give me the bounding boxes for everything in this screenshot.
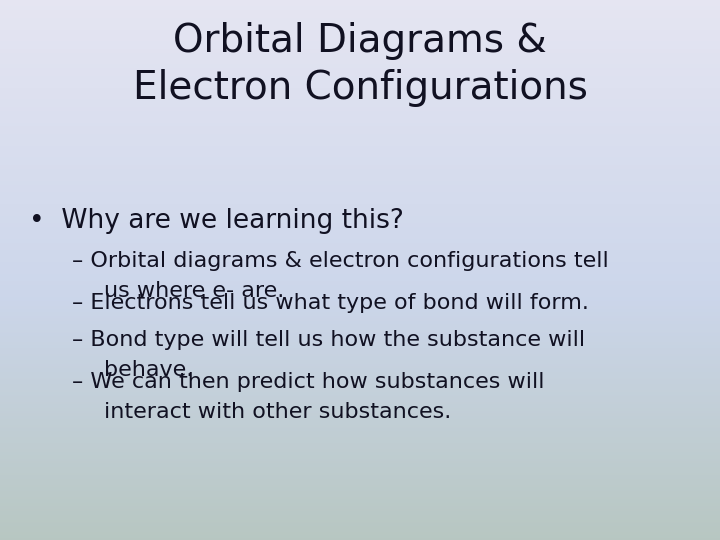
Text: Orbital Diagrams &
Electron Configurations: Orbital Diagrams & Electron Configuratio… xyxy=(132,22,588,106)
Text: – Orbital diagrams & electron configurations tell: – Orbital diagrams & electron configurat… xyxy=(72,251,608,271)
Text: us where e- are.: us where e- are. xyxy=(104,281,284,301)
Text: •  Why are we learning this?: • Why are we learning this? xyxy=(29,208,404,234)
Text: – Electrons tell us what type of bond will form.: – Electrons tell us what type of bond wi… xyxy=(72,293,589,313)
Text: – We can then predict how substances will: – We can then predict how substances wil… xyxy=(72,372,544,392)
Text: interact with other substances.: interact with other substances. xyxy=(104,402,451,422)
Text: behave.: behave. xyxy=(104,360,194,380)
Text: – Bond type will tell us how the substance will: – Bond type will tell us how the substan… xyxy=(72,330,585,350)
